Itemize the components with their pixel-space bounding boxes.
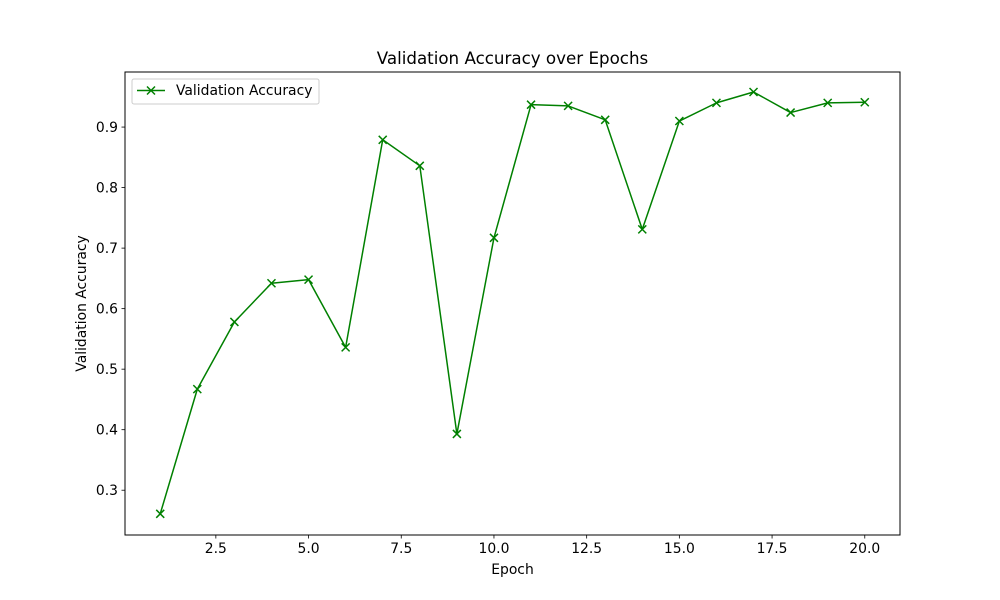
data-point-marker <box>489 233 499 243</box>
x-tick-label: 7.5 <box>390 541 412 557</box>
y-tick-label: 0.7 <box>96 241 118 257</box>
y-axis: 0.3 0.4 0.5 0.6 0.7 0.8 0.9 <box>96 120 125 499</box>
x-tick-label: 5.0 <box>298 541 320 557</box>
data-point-marker <box>563 101 573 111</box>
y-tick-label: 0.8 <box>96 181 118 197</box>
x-tick-label: 2.5 <box>205 541 227 557</box>
data-point-marker <box>452 429 462 439</box>
data-point-marker <box>378 135 388 145</box>
x-axis: 2.5 5.0 7.5 10.0 12.5 15.0 17.5 20.0 <box>205 535 880 557</box>
chart-title: Validation Accuracy over Epochs <box>377 48 649 68</box>
data-point-marker <box>341 342 351 352</box>
y-tick-label: 0.3 <box>96 483 118 499</box>
data-point-marker <box>637 224 647 234</box>
series-layer <box>155 87 870 519</box>
legend: Validation Accuracy <box>131 78 320 105</box>
legend-box <box>131 78 320 105</box>
data-point-marker <box>674 116 684 126</box>
data-point-marker <box>304 275 314 285</box>
x-axis-label: Epoch <box>491 562 534 578</box>
data-point-marker <box>860 97 870 107</box>
data-point-marker <box>823 98 833 108</box>
x-tick-label: 12.5 <box>571 541 602 557</box>
y-tick-label: 0.6 <box>96 302 118 318</box>
data-point-marker <box>748 87 759 97</box>
data-point-marker <box>155 509 165 519</box>
y-tick-label: 0.4 <box>96 423 118 439</box>
data-point-marker <box>192 384 202 394</box>
y-tick-label: 0.5 <box>96 362 118 378</box>
x-tick-label: 10.0 <box>478 541 509 557</box>
data-point-marker <box>600 115 610 125</box>
series-line <box>159 91 865 515</box>
data-point-marker <box>526 100 536 110</box>
data-point-marker <box>415 161 425 171</box>
y-tick-label: 0.9 <box>96 120 118 136</box>
data-point-marker <box>229 317 239 327</box>
x-tick-label: 17.5 <box>757 541 788 557</box>
data-point-marker <box>786 108 796 118</box>
plot-area-frame <box>124 71 901 536</box>
data-point-marker <box>266 278 277 288</box>
legend-label: Validation Accuracy <box>176 83 312 99</box>
x-tick-label: 15.0 <box>664 541 695 557</box>
data-point-marker <box>711 98 721 108</box>
legend-marker-swatch <box>146 85 156 96</box>
x-tick-label: 20.0 <box>849 541 880 557</box>
y-axis-label: Validation Accuracy <box>74 235 90 371</box>
